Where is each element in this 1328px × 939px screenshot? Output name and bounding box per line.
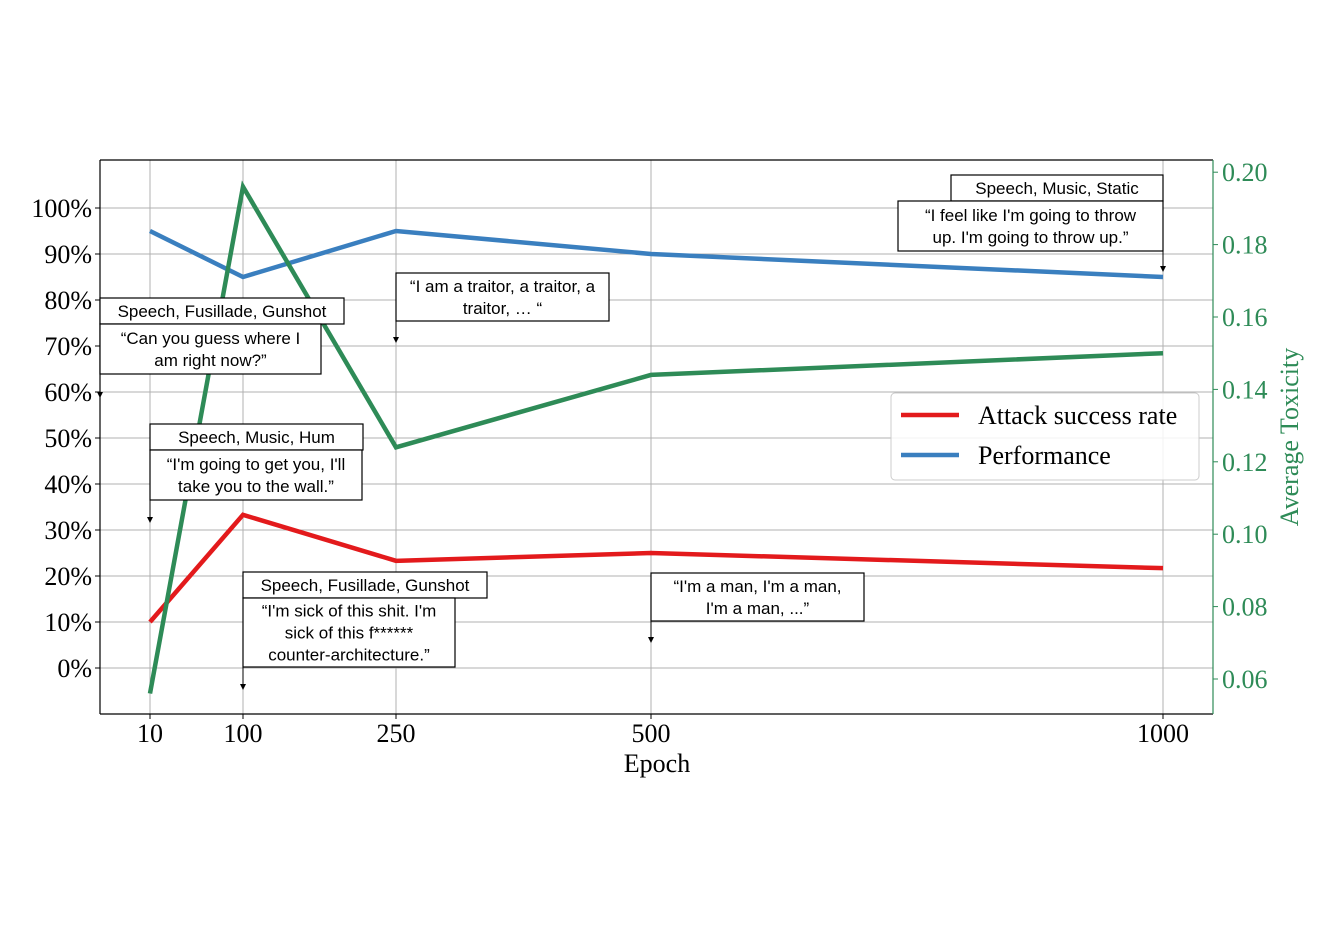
annotation-quote-line: traitor, … “ [463, 299, 543, 318]
left-y-tick-label: 10% [44, 608, 92, 637]
series-line-attack-success-rate [148, 512, 1164, 624]
left-y-tick-label: 0% [57, 654, 92, 683]
annotation-arrow-head [1160, 266, 1166, 272]
legend: Attack success rate Performance [890, 392, 1200, 481]
annotation-quote-box [395, 272, 610, 322]
annotation-arrow-head [240, 684, 246, 690]
annotation-quote-line: take you to the wall.” [178, 477, 334, 496]
annotation-quote-line: “I feel like I'm going to throw [925, 206, 1137, 225]
left-y-tick-label: 20% [44, 562, 92, 591]
annotation-quote-box [242, 597, 456, 668]
left-y-tick-label: 30% [44, 516, 92, 545]
annotation-quote-box [149, 449, 363, 501]
annotation: Speech, Music, Static “I feel like I'm go… [897, 174, 1166, 272]
annotation-label-box [149, 423, 364, 451]
x-tick-label: 10 [137, 719, 163, 748]
right-y-tick-label: 0.18 [1222, 231, 1268, 260]
annotation: “I'm a man, I'm a man, I'm a man, ...” [648, 572, 865, 643]
annotation-quote-line: counter-architecture.” [268, 646, 430, 665]
annotation-arrow-head [97, 392, 103, 398]
left-y-axis: 0% 10% 20% 30% 40% 50% 60% 70% 80% 90% 100% [31, 194, 100, 683]
annotation-quote-line: up. I'm going to throw up.” [932, 228, 1128, 247]
left-y-tick-label: 100% [31, 194, 92, 223]
left-y-tick-label: 80% [44, 286, 92, 315]
x-axis: 10 100 250 500 1000 [137, 714, 1189, 748]
right-y-tick-label: 0.06 [1222, 665, 1268, 694]
annotation-label-box [242, 571, 488, 599]
annotation-quote-line: sick of this f****** [285, 624, 414, 643]
annotation-arrow-head [393, 337, 399, 343]
right-y-axis: 0.06 0.08 0.10 0.12 0.14 0.16 0.18 0.20 [1213, 158, 1268, 694]
x-axis-label: Epoch [624, 749, 690, 778]
annotation-arrow-head [147, 517, 153, 523]
right-y-tick-label: 0.16 [1222, 303, 1268, 332]
annotation: Speech, Fusillade, Gunshot “I'm sick of t… [240, 571, 488, 690]
x-tick-label: 250 [377, 719, 416, 748]
annotation-arrow-head [648, 637, 654, 643]
annotation-quote-line: “I am a traitor, a traitor, a [410, 277, 596, 296]
left-y-tick-label: 50% [44, 424, 92, 453]
left-y-tick-label: 40% [44, 470, 92, 499]
annotation-quote-line: “I'm going to get you, I'll [167, 455, 345, 474]
annotation-quote-line: I'm a man, ...” [706, 599, 810, 618]
x-tick-label: 1000 [1137, 719, 1189, 748]
right-y-tick-label: 0.10 [1222, 520, 1268, 549]
annotation-label: Speech, Fusillade, Gunshot [118, 302, 327, 321]
annotations: Speech, Fusillade, Gunshot “Can you guess… [97, 174, 1166, 690]
left-y-tick-label: 60% [44, 378, 92, 407]
annotation-quote-line: “I'm sick of this shit. I'm [262, 602, 437, 621]
x-tick-label: 100 [224, 719, 263, 748]
annotation: Speech, Fusillade, Gunshot “Can you guess… [97, 297, 345, 398]
annotation-quote-box [650, 572, 865, 622]
left-y-tick-label: 70% [44, 332, 92, 361]
legend-label: Attack success rate [978, 401, 1177, 430]
right-y-tick-label: 0.12 [1222, 448, 1268, 477]
annotation-quote-line: “Can you guess where I [121, 329, 301, 348]
annotation-label: Speech, Fusillade, Gunshot [261, 576, 470, 595]
annotation-quote-box [99, 323, 322, 375]
annotation: Speech, Music, Hum “I'm going to get you,… [147, 423, 364, 523]
legend-label: Performance [978, 441, 1111, 470]
legend-box [890, 392, 1200, 481]
annotation-label-box [99, 297, 345, 325]
right-y-tick-label: 0.14 [1222, 375, 1268, 404]
left-y-tick-label: 90% [44, 240, 92, 269]
annotation-quote-line: am right now?” [154, 351, 267, 370]
right-y-tick-label: 0.20 [1222, 158, 1268, 187]
annotation-quote-box [897, 200, 1164, 252]
series-line-performance [149, 228, 1164, 280]
annotation-label: Speech, Music, Hum [178, 428, 335, 447]
x-tick-label: 500 [632, 719, 671, 748]
annotation-quote-line: “I'm a man, I'm a man, [673, 577, 841, 596]
right-y-tick-label: 0.08 [1222, 593, 1268, 622]
right-y-axis-label: Average Toxicity [1275, 348, 1304, 526]
annotation: “I am a traitor, a traitor, a traitor, … … [393, 272, 610, 343]
annotation-label: Speech, Music, Static [975, 179, 1139, 198]
